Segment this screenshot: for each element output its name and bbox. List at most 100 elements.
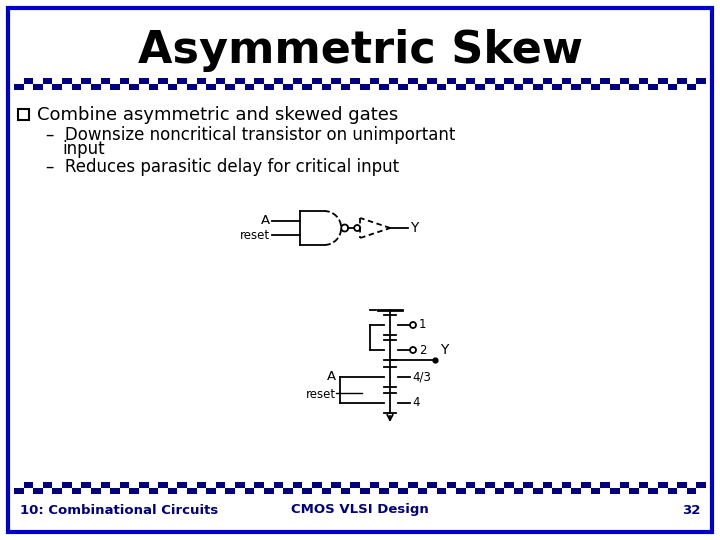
Bar <box>639 482 648 488</box>
Bar <box>187 482 197 488</box>
Bar <box>24 78 33 84</box>
Bar <box>139 84 148 90</box>
Bar <box>543 488 552 494</box>
Bar <box>42 84 53 90</box>
Bar <box>678 84 687 90</box>
Bar <box>446 488 456 494</box>
Text: Y: Y <box>440 343 449 357</box>
Bar <box>283 78 293 84</box>
Bar <box>14 488 24 494</box>
Bar <box>53 482 62 488</box>
Bar <box>514 84 523 90</box>
Bar <box>33 84 42 90</box>
Bar <box>639 488 648 494</box>
Bar <box>331 78 341 84</box>
Bar <box>24 482 33 488</box>
Bar <box>437 84 446 90</box>
Bar <box>619 78 629 84</box>
Bar <box>331 84 341 90</box>
Bar <box>533 482 543 488</box>
Bar <box>437 78 446 84</box>
Bar <box>72 482 81 488</box>
Text: Asymmetric Skew: Asymmetric Skew <box>138 29 582 71</box>
Bar <box>456 488 466 494</box>
Bar <box>139 78 148 84</box>
Bar <box>379 488 389 494</box>
Bar <box>389 488 398 494</box>
Text: Combine asymmetric and skewed gates: Combine asymmetric and skewed gates <box>37 106 398 124</box>
Bar <box>235 78 245 84</box>
Bar <box>53 84 62 90</box>
Bar <box>398 78 408 84</box>
Bar <box>523 78 533 84</box>
Text: 1: 1 <box>419 319 426 332</box>
Bar <box>389 84 398 90</box>
Bar <box>53 488 62 494</box>
Bar <box>562 482 572 488</box>
Bar <box>379 482 389 488</box>
Bar <box>619 84 629 90</box>
Bar <box>514 78 523 84</box>
Bar <box>398 482 408 488</box>
Bar <box>418 78 427 84</box>
Bar <box>572 78 581 84</box>
Bar <box>254 488 264 494</box>
Bar <box>158 78 168 84</box>
Bar <box>216 488 225 494</box>
Bar <box>72 488 81 494</box>
Bar <box>495 84 504 90</box>
Bar <box>485 78 495 84</box>
Bar <box>398 488 408 494</box>
Bar <box>120 482 130 488</box>
Bar <box>206 78 216 84</box>
Bar <box>678 78 687 84</box>
Bar <box>81 482 91 488</box>
Bar <box>523 488 533 494</box>
Bar <box>687 482 696 488</box>
Bar <box>351 488 360 494</box>
Text: –  Downsize noncritical transistor on unimportant: – Downsize noncritical transistor on uni… <box>46 126 455 144</box>
Bar <box>581 482 590 488</box>
Bar <box>504 482 514 488</box>
Bar <box>322 488 331 494</box>
Bar <box>427 84 437 90</box>
Bar <box>360 78 369 84</box>
Bar <box>590 84 600 90</box>
Bar <box>379 78 389 84</box>
Bar <box>139 488 148 494</box>
Bar <box>139 482 148 488</box>
Bar <box>81 78 91 84</box>
Bar <box>225 488 235 494</box>
Bar <box>33 482 42 488</box>
Bar <box>274 84 283 90</box>
Bar <box>600 482 610 488</box>
Bar <box>389 482 398 488</box>
Bar <box>254 84 264 90</box>
Bar <box>475 488 485 494</box>
Bar <box>600 78 610 84</box>
Bar <box>293 488 302 494</box>
Bar <box>331 488 341 494</box>
Bar <box>610 78 619 84</box>
Bar <box>408 482 418 488</box>
Bar <box>696 84 706 90</box>
Bar <box>629 482 639 488</box>
Bar <box>254 78 264 84</box>
Bar <box>590 488 600 494</box>
Bar <box>197 488 206 494</box>
Bar <box>552 482 562 488</box>
Bar <box>24 84 33 90</box>
Bar <box>418 84 427 90</box>
Bar <box>197 482 206 488</box>
Bar <box>225 84 235 90</box>
Bar <box>312 84 322 90</box>
Bar <box>687 488 696 494</box>
Bar <box>264 78 274 84</box>
Bar <box>206 482 216 488</box>
Bar <box>360 84 369 90</box>
Bar <box>101 482 110 488</box>
Bar <box>572 488 581 494</box>
Bar <box>341 84 351 90</box>
Bar <box>427 78 437 84</box>
Bar <box>283 488 293 494</box>
